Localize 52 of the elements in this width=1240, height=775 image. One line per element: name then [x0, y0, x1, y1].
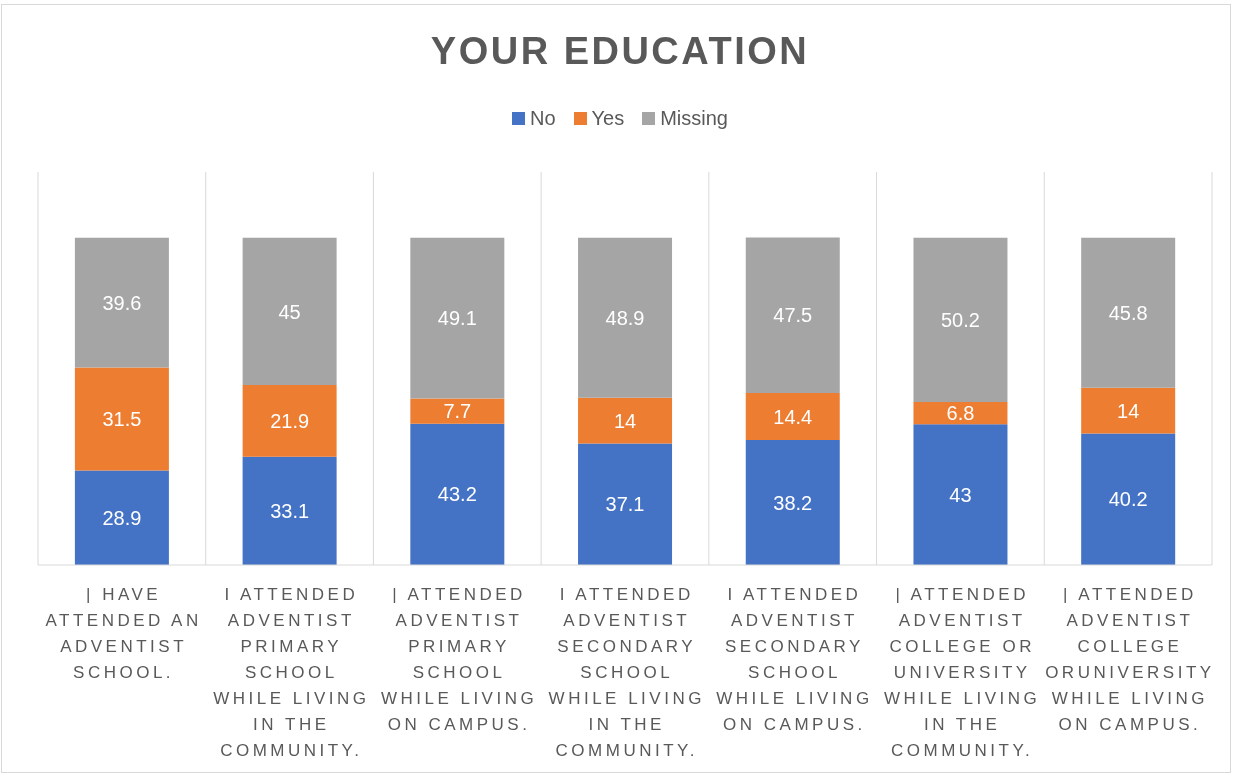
bar: [74, 470, 169, 565]
data-label: 48.9: [605, 306, 645, 329]
data-label: 28.9: [102, 506, 142, 529]
x-tick-label: I ATTENDED ADVENTIST SECONDARY SCHOOL WHILE LIVING IN THE COMMUNITY.: [548, 585, 705, 760]
data-label: 6.8: [946, 402, 975, 425]
x-tick-label: | ATTENDED ADVENTIST COLLEGE ORUNIVERSITY WHILE LIVING ON CAMPUS.: [1045, 585, 1215, 734]
data-label: 40.2: [1108, 488, 1148, 511]
data-label: 14: [613, 409, 637, 432]
x-tick-label: | ATTENDED ADVENTIST COLLEGE OR UNIVERSITY WHILE LIVING IN THE COMMUNITY.: [884, 585, 1041, 760]
chart-title: YOUR EDUCATION: [429, 30, 811, 73]
bar: [242, 456, 337, 565]
data-label: 45: [278, 300, 301, 323]
data-label: 21.9: [270, 409, 310, 432]
bar: [1081, 237, 1176, 388]
data-label: 33.1: [270, 499, 310, 522]
bar: [242, 385, 337, 457]
data-label: 14.4: [773, 405, 813, 428]
bar: [578, 443, 673, 565]
x-tick-label: | HAVE ATTENDED AN ADVENTIST SCHOOL.: [45, 585, 202, 682]
bar: [1081, 387, 1176, 434]
bar: [745, 440, 840, 565]
data-label: 39.6: [102, 291, 142, 314]
data-label: 50.2: [941, 309, 980, 332]
bar: [578, 397, 673, 444]
data-label: 7.7: [443, 400, 472, 423]
bar: [745, 392, 840, 441]
data-label: 43.2: [437, 483, 477, 506]
bar: [74, 237, 169, 368]
legend-label: No: [529, 107, 556, 130]
legend-label: Missing: [660, 107, 728, 130]
bar: [410, 423, 505, 565]
x-tick-label: | ATTENDED ADVENTIST PRIMARY SCHOOL WHILE LIVING ON CAMPUS.: [380, 585, 538, 734]
bar: [242, 237, 337, 386]
bar: [410, 398, 505, 424]
bar: [578, 237, 673, 398]
x-tick-label: I ATTENDED ADVENTIST SECONDARY SCHOOL WHILE LIVING ON CAMPUS.: [716, 585, 873, 734]
x-tick-label: I ATTENDED ADVENTIST PRIMARY SCHOOL WHILE LIVING IN THE COMMUNITY.: [213, 585, 370, 760]
bar: [74, 367, 169, 471]
data-label: 38.2: [773, 491, 813, 514]
bar: [1081, 433, 1176, 565]
data-label: 43: [949, 483, 972, 506]
data-label: 14: [1117, 399, 1140, 422]
bar: [410, 237, 505, 399]
data-label: 45.8: [1108, 301, 1148, 324]
bar: [745, 237, 840, 393]
bar: [913, 424, 1008, 565]
bar: [913, 237, 1008, 403]
legend-label: Yes: [591, 107, 625, 130]
data-label: 31.5: [102, 408, 142, 431]
data-label: 47.5: [773, 304, 813, 327]
data-label: 49.1: [437, 307, 477, 330]
data-label: 37.1: [605, 493, 645, 516]
